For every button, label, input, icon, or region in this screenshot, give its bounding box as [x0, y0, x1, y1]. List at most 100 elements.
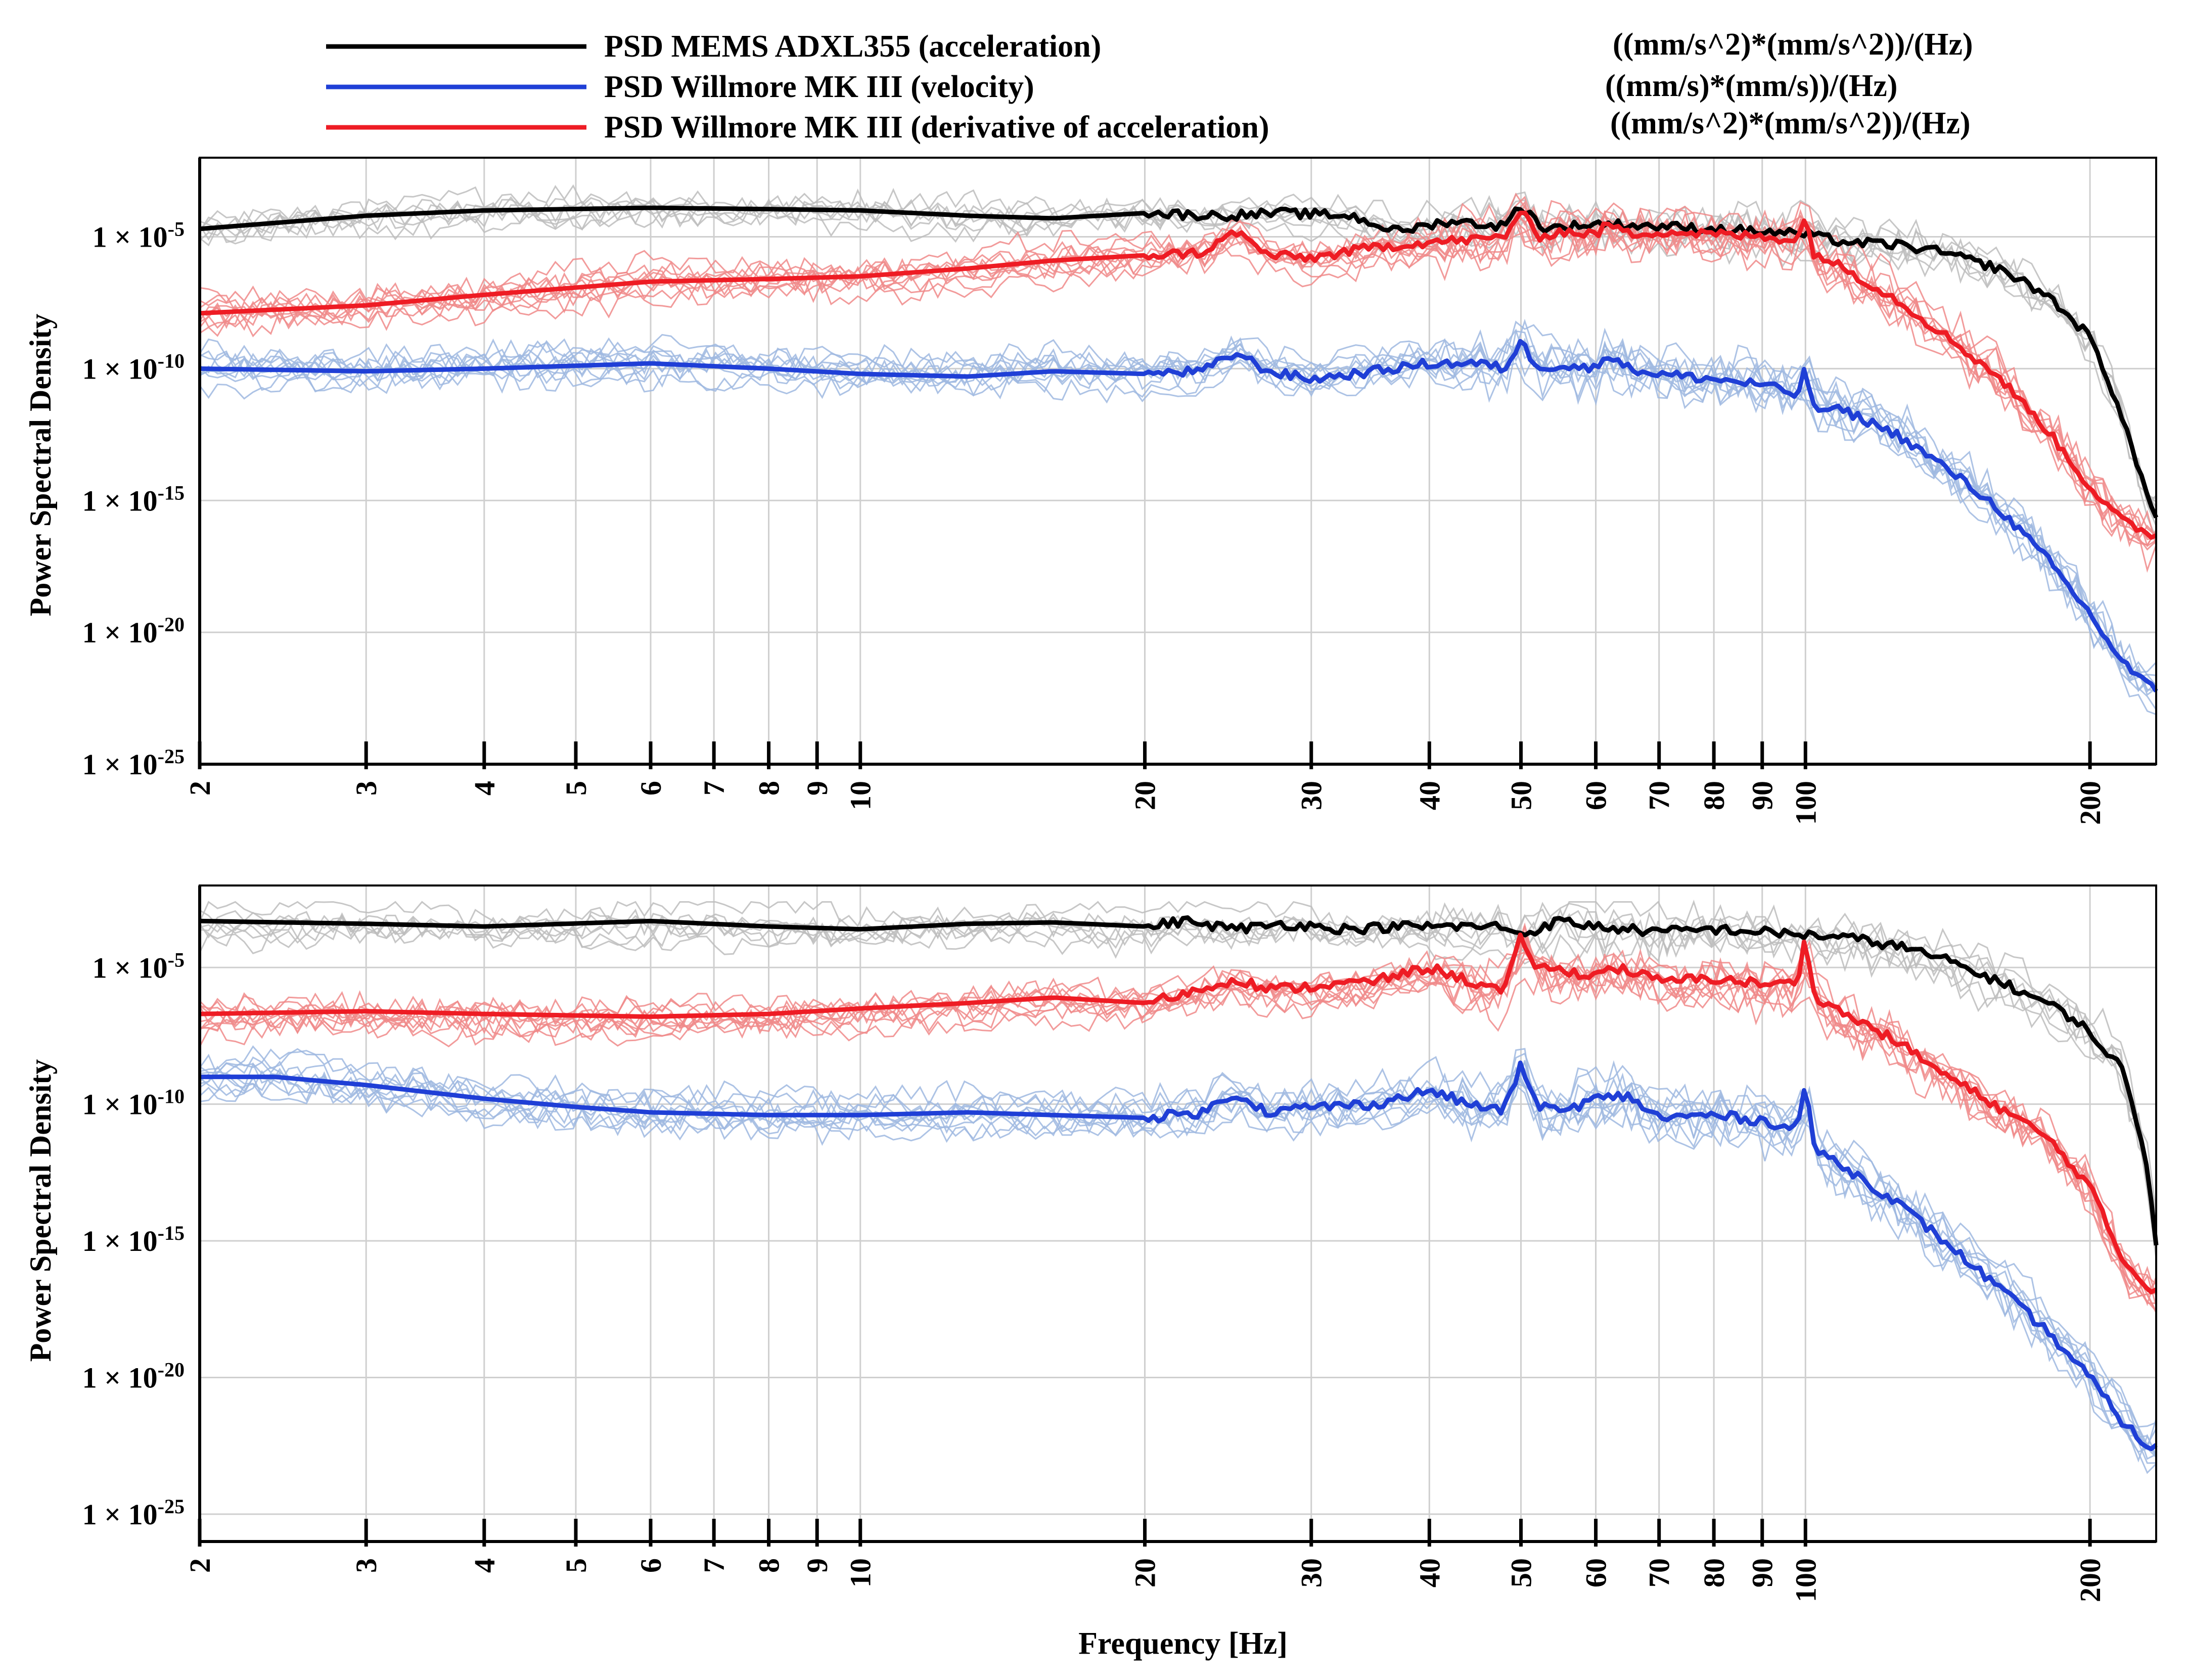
individual-trace-velocity: [199, 1068, 2157, 1460]
individual-trace-derivative: [199, 203, 2157, 573]
y-tick-mantissa: 1 × 10: [82, 616, 158, 649]
axes-top: 1 × 10-51 × 10-101 × 10-151 × 10-201 × 1…: [82, 157, 2157, 825]
x-tick-label: 9: [801, 1558, 834, 1573]
y-tick-label: 1 × 10-25: [82, 1495, 185, 1531]
y-tick-mantissa: 1 × 10: [82, 1362, 158, 1394]
x-tick-label: 7: [698, 1558, 731, 1573]
individual-trace-velocity: [199, 318, 2157, 692]
y-tick-label: 1 × 10-5: [93, 948, 185, 984]
legend-label-derivative: PSD Willmore MK III (derivative of accel…: [604, 110, 1269, 145]
individual-trace-acceleration: [199, 915, 2157, 1252]
y-axis-label-bottom: Power Spectral Density: [24, 1059, 57, 1362]
x-tick-label: 90: [1746, 781, 1779, 810]
x-tick-label: 4: [468, 781, 501, 796]
x-tick-label: 200: [2074, 1558, 2107, 1602]
y-tick-label: 1 × 10-5: [93, 218, 185, 254]
x-tick-label: 70: [1643, 781, 1676, 810]
y-tick-exponent: -25: [158, 745, 185, 768]
y-tick-mantissa: 1 × 10: [82, 748, 158, 781]
legend-entry-derivative: PSD Willmore MK III (derivative of accel…: [326, 106, 1971, 145]
x-tick-label: 3: [350, 781, 383, 796]
individual-traces-top: [199, 184, 2157, 715]
x-tick-label: 3: [350, 1558, 383, 1573]
individual-trace-acceleration: [199, 907, 2157, 1259]
individual-trace-derivative: [199, 939, 2157, 1292]
y-tick-exponent: -25: [158, 1495, 185, 1518]
x-tick-label: 100: [1789, 781, 1822, 825]
individual-trace-velocity: [199, 329, 2157, 674]
x-tick-label: 5: [560, 1558, 593, 1573]
x-tick-label: 8: [753, 781, 786, 796]
gridlines-bottom: [199, 885, 2156, 1542]
series-line-velocity: [199, 339, 2158, 693]
individual-trace-derivative: [199, 932, 2157, 1312]
individual-trace-velocity: [199, 1082, 2157, 1463]
x-tick-label: 20: [1129, 781, 1162, 810]
legend-entry-acceleration: PSD MEMS ADXL355 (acceleration) ((mm/s^2…: [326, 27, 1973, 64]
x-tick-label: 2: [184, 1558, 216, 1573]
x-tick-label: 40: [1413, 781, 1446, 810]
individual-trace-velocity: [199, 345, 2157, 715]
individual-trace-acceleration: [199, 200, 2157, 539]
axes-bottom: 1 × 10-51 × 10-101 × 10-151 × 10-201 × 1…: [82, 884, 2157, 1602]
x-tick-label: 70: [1643, 1558, 1676, 1588]
y-tick-exponent: -10: [158, 1085, 185, 1108]
individual-traces-bottom: [199, 899, 2157, 1474]
x-tick-label: 80: [1698, 781, 1730, 810]
x-tick-label: 200: [2074, 781, 2107, 825]
y-tick-mantissa: 1 × 10: [82, 352, 158, 385]
y-tick-exponent: -20: [158, 613, 185, 636]
x-tick-label: 10: [844, 781, 877, 810]
series-line-acceleration: [199, 915, 2159, 1246]
individual-trace-velocity: [199, 340, 2157, 692]
x-tick-label: 30: [1295, 1558, 1328, 1588]
series-line-velocity: [200, 1060, 2158, 1452]
x-tick-label: 6: [634, 781, 667, 796]
individual-trace-velocity: [199, 337, 2157, 693]
legend-entry-velocity: PSD Willmore MK III (velocity) ((mm/s)*(…: [326, 69, 1897, 104]
individual-trace-velocity: [199, 1062, 2157, 1456]
x-axis-label: Frequency [Hz]: [1078, 1626, 1288, 1661]
x-tick-label: 10: [844, 1558, 877, 1588]
y-tick-label: 1 × 10-20: [82, 613, 185, 649]
x-tick-label: 50: [1505, 1558, 1537, 1588]
x-tick-label: 90: [1746, 1558, 1779, 1588]
series-line-derivative: [199, 210, 2157, 540]
x-tick-label: 6: [634, 1558, 667, 1573]
y-tick-label: 1 × 10-15: [82, 1222, 185, 1257]
x-tick-label: 50: [1505, 781, 1537, 810]
x-tick-label: 9: [801, 781, 834, 796]
panel-top: 1 × 10-51 × 10-101 × 10-151 × 10-201 × 1…: [24, 157, 2159, 825]
y-tick-label: 1 × 10-15: [82, 481, 185, 517]
x-tick-label: 8: [753, 1558, 786, 1573]
legend-unit-velocity: ((mm/s)*(mm/s))/(Hz): [1605, 69, 1897, 103]
individual-trace-acceleration: [199, 914, 2157, 1247]
x-tick-label: 4: [468, 1558, 501, 1573]
individual-trace-velocity: [199, 1058, 2157, 1446]
y-tick-exponent: -5: [168, 948, 185, 971]
x-tick-label: 100: [1789, 1558, 1822, 1602]
x-tick-label: 60: [1580, 781, 1613, 810]
x-tick-label: 40: [1413, 1558, 1446, 1588]
individual-trace-derivative: [199, 935, 2157, 1312]
y-tick-exponent: -20: [158, 1359, 185, 1381]
x-tick-label: 20: [1129, 1558, 1162, 1588]
y-tick-mantissa: 1 × 10: [82, 1225, 158, 1257]
x-tick-label: 5: [560, 781, 593, 796]
y-tick-label: 1 × 10-25: [82, 745, 185, 781]
panel-bottom: 1 × 10-51 × 10-101 × 10-151 × 10-201 × 1…: [24, 884, 2159, 1602]
legend-unit-derivative: ((mm/s^2)*(mm/s^2))/(Hz): [1610, 106, 1971, 141]
series-line-acceleration: [199, 205, 2159, 519]
individual-trace-velocity: [199, 1048, 2157, 1428]
individual-trace-velocity: [199, 1071, 2157, 1458]
individual-trace-derivative: [199, 219, 2157, 547]
individual-trace-velocity: [199, 320, 2157, 691]
y-tick-mantissa: 1 × 10: [93, 221, 168, 254]
y-tick-label: 1 × 10-10: [82, 349, 185, 385]
x-tick-label: 30: [1295, 781, 1328, 810]
x-tick-label: 60: [1580, 1558, 1613, 1588]
y-tick-mantissa: 1 × 10: [93, 951, 168, 984]
y-tick-mantissa: 1 × 10: [82, 484, 158, 517]
individual-trace-velocity: [199, 343, 2157, 682]
